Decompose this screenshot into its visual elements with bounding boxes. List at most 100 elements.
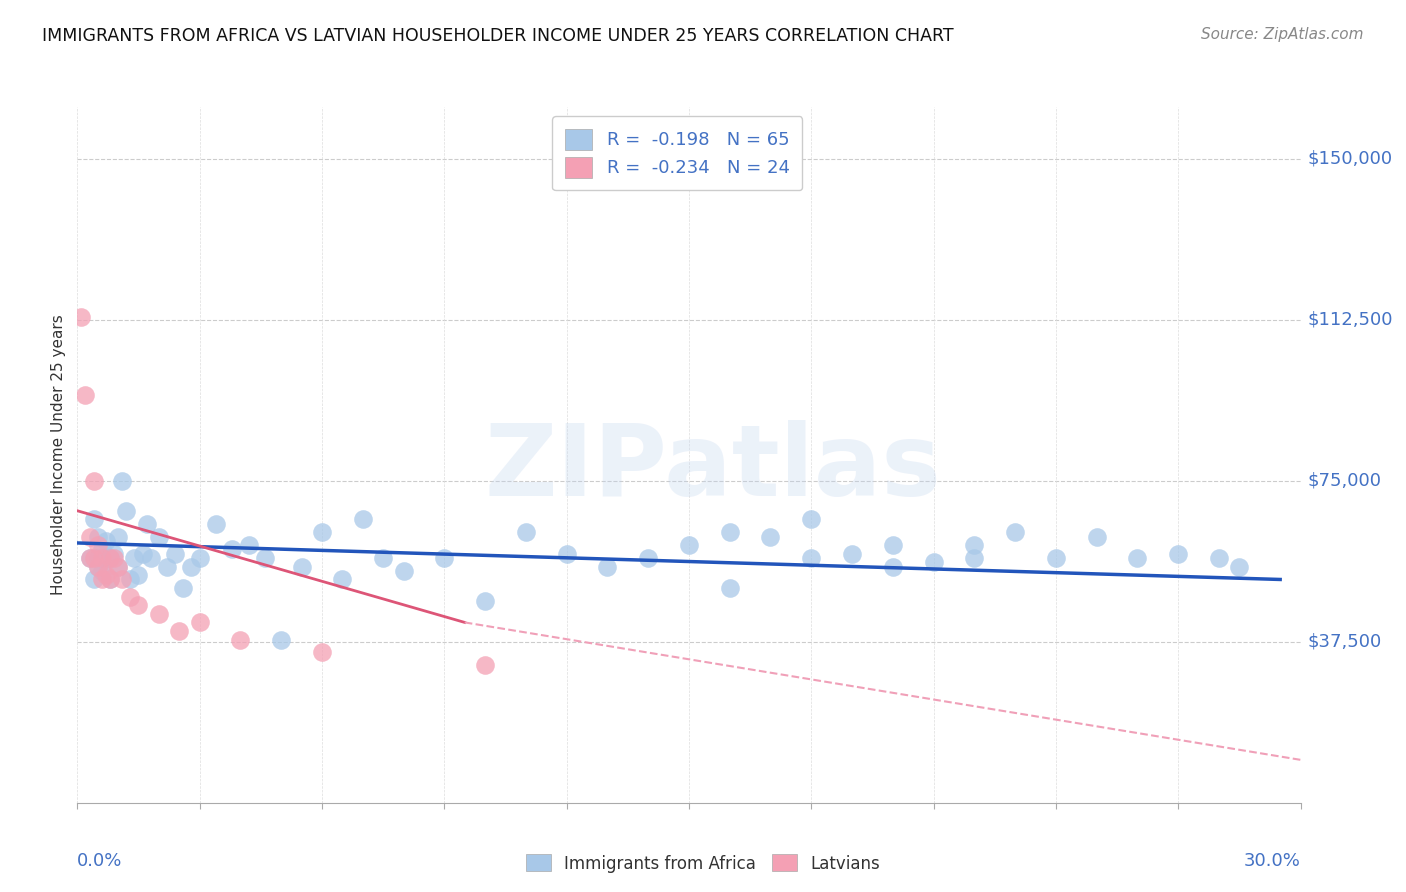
Point	[253, 551, 276, 566]
Point	[115, 504, 138, 518]
Point	[882, 538, 904, 552]
Point	[83, 512, 105, 526]
Point	[1045, 551, 1067, 566]
Point	[148, 607, 170, 621]
Point	[515, 525, 537, 540]
Point	[963, 551, 986, 566]
Point	[759, 529, 782, 543]
Point	[1085, 529, 1108, 543]
Point	[90, 542, 112, 557]
Point	[311, 645, 333, 659]
Text: $150,000: $150,000	[1308, 150, 1393, 168]
Point	[79, 551, 101, 566]
Point	[103, 547, 125, 561]
Point	[131, 547, 153, 561]
Point	[124, 551, 146, 566]
Point	[290, 559, 312, 574]
Point	[371, 551, 394, 566]
Point	[111, 573, 134, 587]
Point	[188, 551, 211, 566]
Point	[111, 474, 134, 488]
Point	[1229, 559, 1251, 574]
Point	[107, 559, 129, 574]
Text: ZIPatlas: ZIPatlas	[485, 420, 942, 517]
Point	[841, 547, 863, 561]
Point	[156, 559, 179, 574]
Point	[98, 551, 121, 566]
Point	[83, 474, 105, 488]
Point	[352, 512, 374, 526]
Text: $112,500: $112,500	[1308, 310, 1393, 328]
Point	[800, 551, 823, 566]
Point	[555, 547, 578, 561]
Point	[75, 388, 97, 402]
Point	[678, 538, 700, 552]
Point	[270, 632, 292, 647]
Point	[98, 551, 121, 566]
Point	[87, 551, 110, 566]
Point	[94, 551, 117, 566]
Text: $75,000: $75,000	[1308, 472, 1382, 490]
Point	[103, 551, 125, 566]
Point	[433, 551, 456, 566]
Point	[800, 512, 823, 526]
Point	[90, 573, 112, 587]
Point	[1004, 525, 1026, 540]
Point	[87, 538, 110, 552]
Point	[94, 568, 117, 582]
Point	[83, 573, 105, 587]
Point	[107, 559, 129, 574]
Point	[83, 551, 105, 566]
Point	[188, 615, 211, 630]
Point	[718, 581, 741, 595]
Point	[637, 551, 659, 566]
Point	[98, 573, 121, 587]
Point	[169, 624, 191, 638]
Point	[474, 594, 496, 608]
Point	[87, 529, 110, 543]
Point	[172, 581, 194, 595]
Point	[1167, 547, 1189, 561]
Point	[98, 573, 121, 587]
Point	[120, 590, 142, 604]
Point	[1126, 551, 1149, 566]
Legend: R =  -0.198   N = 65, R =  -0.234   N = 24: R = -0.198 N = 65, R = -0.234 N = 24	[553, 116, 803, 190]
Text: IMMIGRANTS FROM AFRICA VS LATVIAN HOUSEHOLDER INCOME UNDER 25 YEARS CORRELATION : IMMIGRANTS FROM AFRICA VS LATVIAN HOUSEH…	[42, 27, 953, 45]
Point	[238, 538, 260, 552]
Point	[87, 559, 110, 574]
Point	[79, 529, 101, 543]
Point	[221, 542, 243, 557]
Text: 30.0%: 30.0%	[1244, 852, 1301, 870]
Point	[70, 310, 93, 325]
Point	[229, 632, 252, 647]
Point	[596, 559, 619, 574]
Y-axis label: Householder Income Under 25 years: Householder Income Under 25 years	[51, 315, 66, 595]
Point	[718, 525, 741, 540]
Legend: Immigrants from Africa, Latvians: Immigrants from Africa, Latvians	[519, 847, 887, 880]
Point	[165, 547, 187, 561]
Point	[87, 559, 110, 574]
Text: 0.0%: 0.0%	[77, 852, 122, 870]
Text: Source: ZipAtlas.com: Source: ZipAtlas.com	[1201, 27, 1364, 42]
Point	[882, 559, 904, 574]
Point	[148, 529, 170, 543]
Point	[107, 529, 129, 543]
Text: $37,500: $37,500	[1308, 632, 1382, 651]
Point	[205, 516, 228, 531]
Point	[139, 551, 162, 566]
Point	[963, 538, 986, 552]
Point	[94, 533, 117, 548]
Point	[90, 551, 112, 566]
Point	[127, 568, 149, 582]
Point	[90, 564, 112, 578]
Point	[311, 525, 333, 540]
Point	[120, 573, 142, 587]
Point	[332, 573, 354, 587]
Point	[135, 516, 157, 531]
Point	[1208, 551, 1230, 566]
Point	[922, 555, 945, 569]
Point	[180, 559, 202, 574]
Point	[127, 599, 149, 613]
Point	[79, 551, 101, 566]
Point	[474, 658, 496, 673]
